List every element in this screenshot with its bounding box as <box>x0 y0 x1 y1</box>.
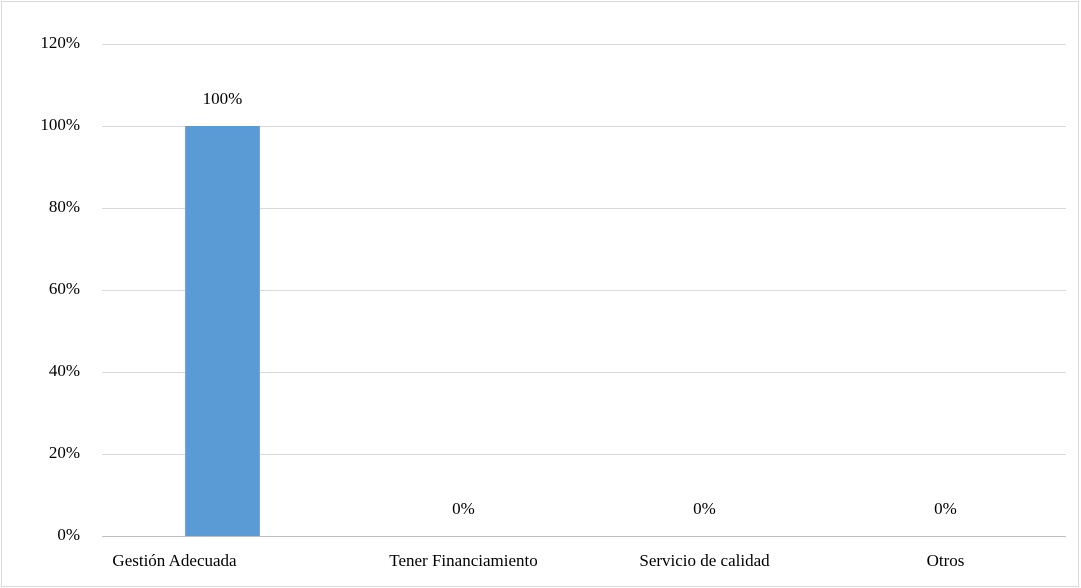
y-tick-label: 60% <box>49 279 80 298</box>
bar <box>185 126 260 536</box>
data-label: 100% <box>203 89 243 108</box>
x-tick-label: Gestión Adecuada <box>112 551 237 570</box>
x-tick-label: Tener Financiamiento <box>389 551 537 570</box>
y-tick-label: 80% <box>49 197 80 216</box>
x-tick-label: Otros <box>927 551 965 570</box>
y-tick-label: 120% <box>40 33 80 52</box>
data-label: 0% <box>452 499 475 518</box>
y-tick-label: 40% <box>49 361 80 380</box>
data-label: 0% <box>693 499 716 518</box>
y-tick-label: 100% <box>40 115 80 134</box>
x-tick-label: Servicio de calidad <box>639 551 770 570</box>
y-tick-label: 0% <box>57 525 80 544</box>
y-tick-label: 20% <box>49 443 80 462</box>
data-label: 0% <box>934 499 957 518</box>
